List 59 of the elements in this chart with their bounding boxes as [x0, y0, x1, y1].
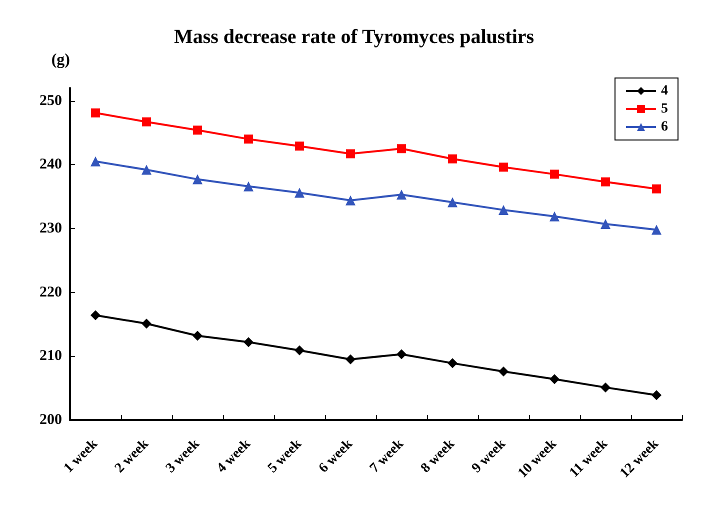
- point: [244, 337, 254, 348]
- x-tick-label: 8 week: [418, 436, 458, 476]
- point: [396, 190, 406, 200]
- x-tick-label: 1 week: [61, 436, 101, 476]
- point: [244, 134, 253, 144]
- point: [448, 197, 458, 208]
- point: [550, 170, 559, 179]
- point: [600, 382, 610, 392]
- point: [244, 181, 254, 192]
- x-tick-label: 4 week: [214, 436, 254, 476]
- chart-title: Mass decrease rate of Tyromyces palustirs: [174, 26, 534, 48]
- point: [498, 204, 508, 215]
- point: [142, 117, 151, 126]
- point: [90, 156, 100, 166]
- point: [142, 164, 152, 175]
- point: [142, 318, 152, 329]
- point: [448, 154, 457, 164]
- y-tick-label: 220: [40, 284, 62, 300]
- point: [652, 224, 662, 235]
- point: [601, 177, 610, 186]
- point: [448, 358, 458, 368]
- point: [346, 195, 356, 206]
- x-tick-label: 10 week: [515, 436, 560, 482]
- x-tick-label: 6 week: [316, 436, 356, 476]
- y-tick-label: 200: [40, 412, 62, 428]
- x-tick-label: 5 week: [265, 436, 305, 476]
- point: [192, 330, 202, 341]
- point: [600, 218, 610, 229]
- point: [295, 142, 304, 151]
- point: [294, 345, 304, 356]
- point: [498, 366, 508, 376]
- point: [346, 354, 356, 364]
- point: [550, 211, 560, 222]
- point: [192, 174, 202, 184]
- point: [499, 162, 508, 172]
- point: [91, 108, 100, 118]
- legend-label: 6: [661, 120, 668, 134]
- point: [396, 349, 406, 360]
- point: [294, 188, 304, 198]
- y-axis-title: (g): [51, 52, 70, 68]
- x-tick-label: 11 week: [566, 436, 611, 481]
- legend-label: 5: [661, 102, 668, 116]
- point: [652, 390, 662, 400]
- point: [90, 310, 100, 320]
- point: [397, 144, 406, 154]
- x-tick-label: 9 week: [469, 436, 509, 476]
- point: [193, 126, 202, 135]
- y-tick-label: 230: [40, 220, 62, 236]
- point: [550, 374, 560, 384]
- legend-label: 4: [661, 84, 668, 98]
- x-tick-label: 3 week: [163, 436, 203, 476]
- y-tick-label: 250: [40, 92, 62, 109]
- x-tick-label: 2 week: [112, 436, 152, 476]
- y-tick-label: 210: [40, 348, 62, 364]
- y-tick-label: 240: [40, 156, 62, 173]
- point: [652, 184, 661, 194]
- x-tick-label: 12 week: [617, 436, 662, 482]
- point: [346, 149, 355, 158]
- x-tick-label: 7 week: [367, 436, 407, 476]
